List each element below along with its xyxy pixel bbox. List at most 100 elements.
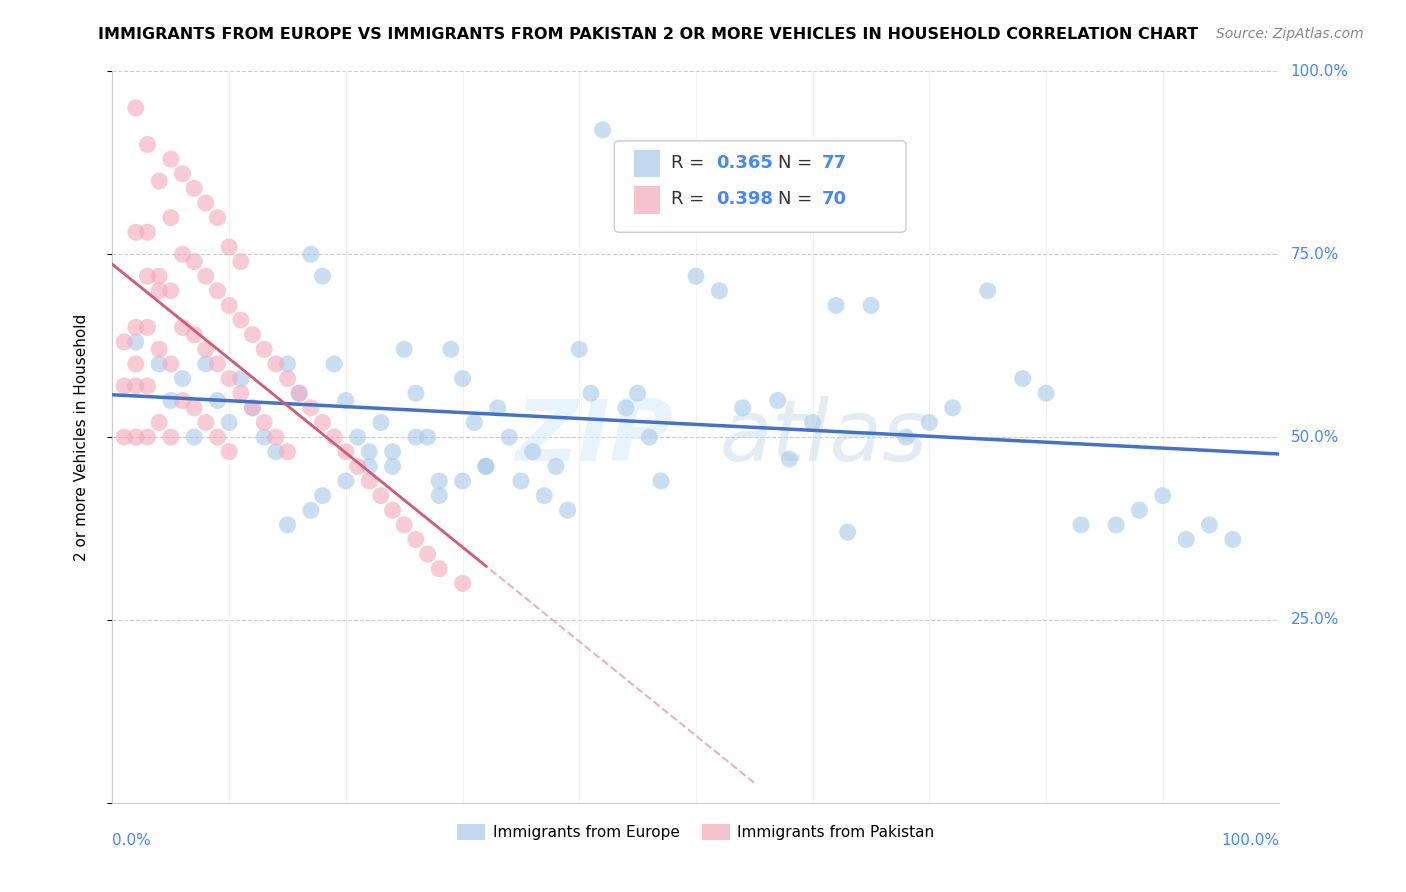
Text: Source: ZipAtlas.com: Source: ZipAtlas.com [1216,27,1364,41]
Point [451,474,474,488]
Point [125,225,148,239]
Point [207,211,229,225]
Point [335,474,357,488]
Point [299,247,322,261]
Point [125,320,148,334]
Point [544,459,567,474]
Point [183,327,205,342]
Point [475,459,498,474]
Text: N =: N = [778,153,818,172]
Point [253,343,276,357]
Point [709,284,731,298]
Point [451,576,474,591]
Point [592,123,614,137]
Point [557,503,579,517]
Point [218,416,240,430]
Point [335,393,357,408]
Point [498,430,520,444]
Point [229,386,252,401]
Text: 70: 70 [823,190,846,209]
Point [148,357,170,371]
Point [183,181,205,195]
Point [766,393,789,408]
Text: 77: 77 [823,153,846,172]
Point [288,386,311,401]
Point [860,298,883,312]
Point [1105,517,1128,532]
Point [370,416,392,430]
Point [112,430,135,444]
Point [207,357,229,371]
Point [299,401,322,415]
Point [148,343,170,357]
Point [440,343,463,357]
Point [1198,517,1220,532]
Point [299,503,322,517]
Point [405,386,427,401]
Point [1035,386,1057,401]
Point [136,269,159,284]
Point [381,459,404,474]
Point [416,547,439,561]
Point [381,444,404,458]
Point [229,254,252,268]
Point [183,430,205,444]
Point [136,137,159,152]
Point [509,474,531,488]
Point [381,503,404,517]
Point [136,379,159,393]
Point [918,416,941,430]
Point [229,313,252,327]
Point [194,343,217,357]
Point [731,401,754,415]
Point [894,430,917,444]
Point [288,386,311,401]
Point [242,401,264,415]
Point [311,416,333,430]
Point [335,444,357,458]
Point [1175,533,1198,547]
Point [405,430,427,444]
Point [522,444,544,458]
Point [125,357,148,371]
Point [346,430,368,444]
Point [359,444,381,458]
Point [125,101,148,115]
Point [194,196,217,211]
Point [533,489,555,503]
Point [148,269,170,284]
Text: IMMIGRANTS FROM EUROPE VS IMMIGRANTS FROM PAKISTAN 2 OR MORE VEHICLES IN HOUSEHO: IMMIGRANTS FROM EUROPE VS IMMIGRANTS FRO… [98,27,1198,42]
Point [1128,503,1150,517]
Point [486,401,509,415]
Point [311,269,333,284]
Point [976,284,998,298]
Point [160,284,183,298]
Point [416,430,439,444]
Point [207,284,229,298]
Point [242,401,264,415]
Point [264,444,287,458]
Point [148,174,170,188]
FancyBboxPatch shape [614,141,905,232]
Text: 0.398: 0.398 [716,190,773,209]
Text: 25.0%: 25.0% [1291,613,1339,627]
Point [650,474,672,488]
Point [160,211,183,225]
Point [125,379,148,393]
Point [194,416,217,430]
Point [276,357,298,371]
Point [183,254,205,268]
Point [825,298,848,312]
Point [451,371,474,385]
Point [394,343,416,357]
Point [801,416,824,430]
Text: 50.0%: 50.0% [1291,430,1339,444]
Point [125,334,148,349]
Point [614,401,637,415]
Point [579,386,602,401]
Point [183,401,205,415]
Point [778,452,800,467]
Point [276,371,298,385]
Point [148,284,170,298]
Text: 0.365: 0.365 [716,153,773,172]
